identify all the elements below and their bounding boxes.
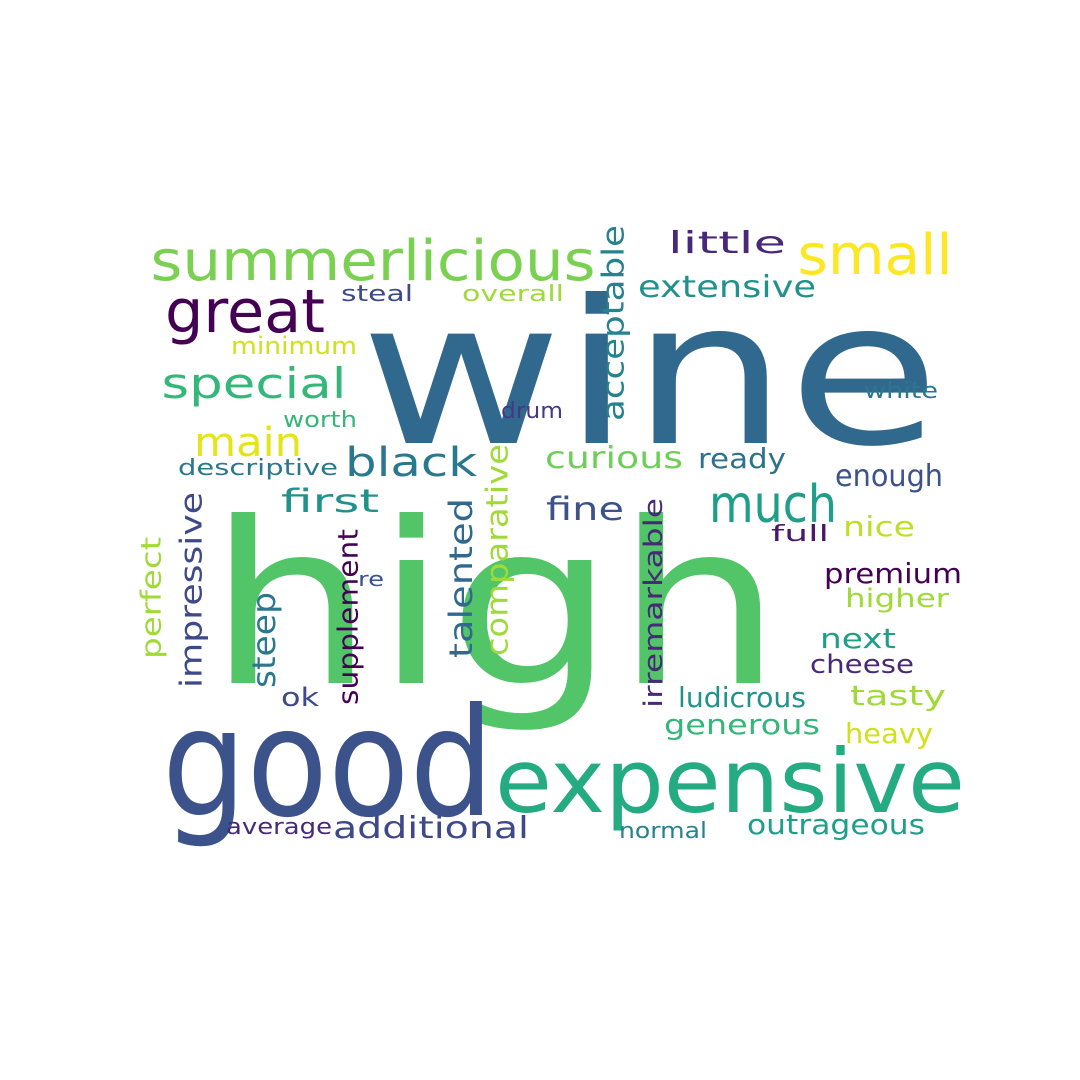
word-acceptable: acceptable xyxy=(597,225,632,421)
word-talented: talented xyxy=(442,498,480,658)
word-curious: curious xyxy=(545,441,683,476)
word-fine: fine xyxy=(546,490,624,528)
word-special: special xyxy=(162,359,347,408)
word-little: little xyxy=(668,226,786,261)
word-average: average xyxy=(226,815,332,840)
word-minimum: minimum xyxy=(231,332,357,360)
word-higher: higher xyxy=(845,584,949,614)
word-impressive: impressive xyxy=(175,492,210,688)
word-generous: generous xyxy=(664,708,820,741)
word-overall: overall xyxy=(462,282,564,307)
word-expensive: expensive xyxy=(495,730,965,833)
word-first: first xyxy=(281,482,379,520)
word-main: main xyxy=(194,420,302,466)
word-high: high xyxy=(208,475,783,737)
word-outrageous: outrageous xyxy=(747,808,925,841)
word-extensive: extensive xyxy=(638,270,816,305)
word-white: white xyxy=(864,379,938,404)
word-premium: premium xyxy=(824,557,962,590)
word-additional: additional xyxy=(333,811,529,846)
word-ready: ready xyxy=(698,442,786,475)
word-summerlicious: summerlicious xyxy=(151,229,596,294)
word-supplement: supplement xyxy=(332,529,365,705)
word-ok: ok xyxy=(281,683,319,713)
word-enough: enough xyxy=(835,459,943,494)
word-tasty: tasty xyxy=(850,679,946,712)
word-nice: nice xyxy=(843,510,915,543)
word-normal: normal xyxy=(619,819,707,844)
word-great: great xyxy=(165,277,325,347)
word-heavy: heavy xyxy=(845,717,933,750)
word-wine: wine xyxy=(360,258,940,491)
word-much: much xyxy=(709,475,837,535)
word-full: full xyxy=(771,522,829,547)
word-steal: steal xyxy=(341,282,413,307)
word-black: black xyxy=(345,440,478,486)
word-good: good xyxy=(162,677,494,851)
word-comparative: comparative xyxy=(481,444,516,656)
word-cheese: cheese xyxy=(810,650,914,680)
word-irremarkable: irremarkable xyxy=(639,498,669,708)
word-drum: drum xyxy=(501,399,563,424)
word-steep: steep xyxy=(245,592,283,688)
word-small: small xyxy=(798,223,953,288)
word-ludicrous: ludicrous xyxy=(678,681,806,714)
word-perfect: perfect xyxy=(135,537,168,659)
word-worth: worth xyxy=(283,408,357,433)
word-next: next xyxy=(820,622,896,655)
word-re: re xyxy=(358,567,384,591)
word-descriptive: descriptive xyxy=(178,456,338,481)
